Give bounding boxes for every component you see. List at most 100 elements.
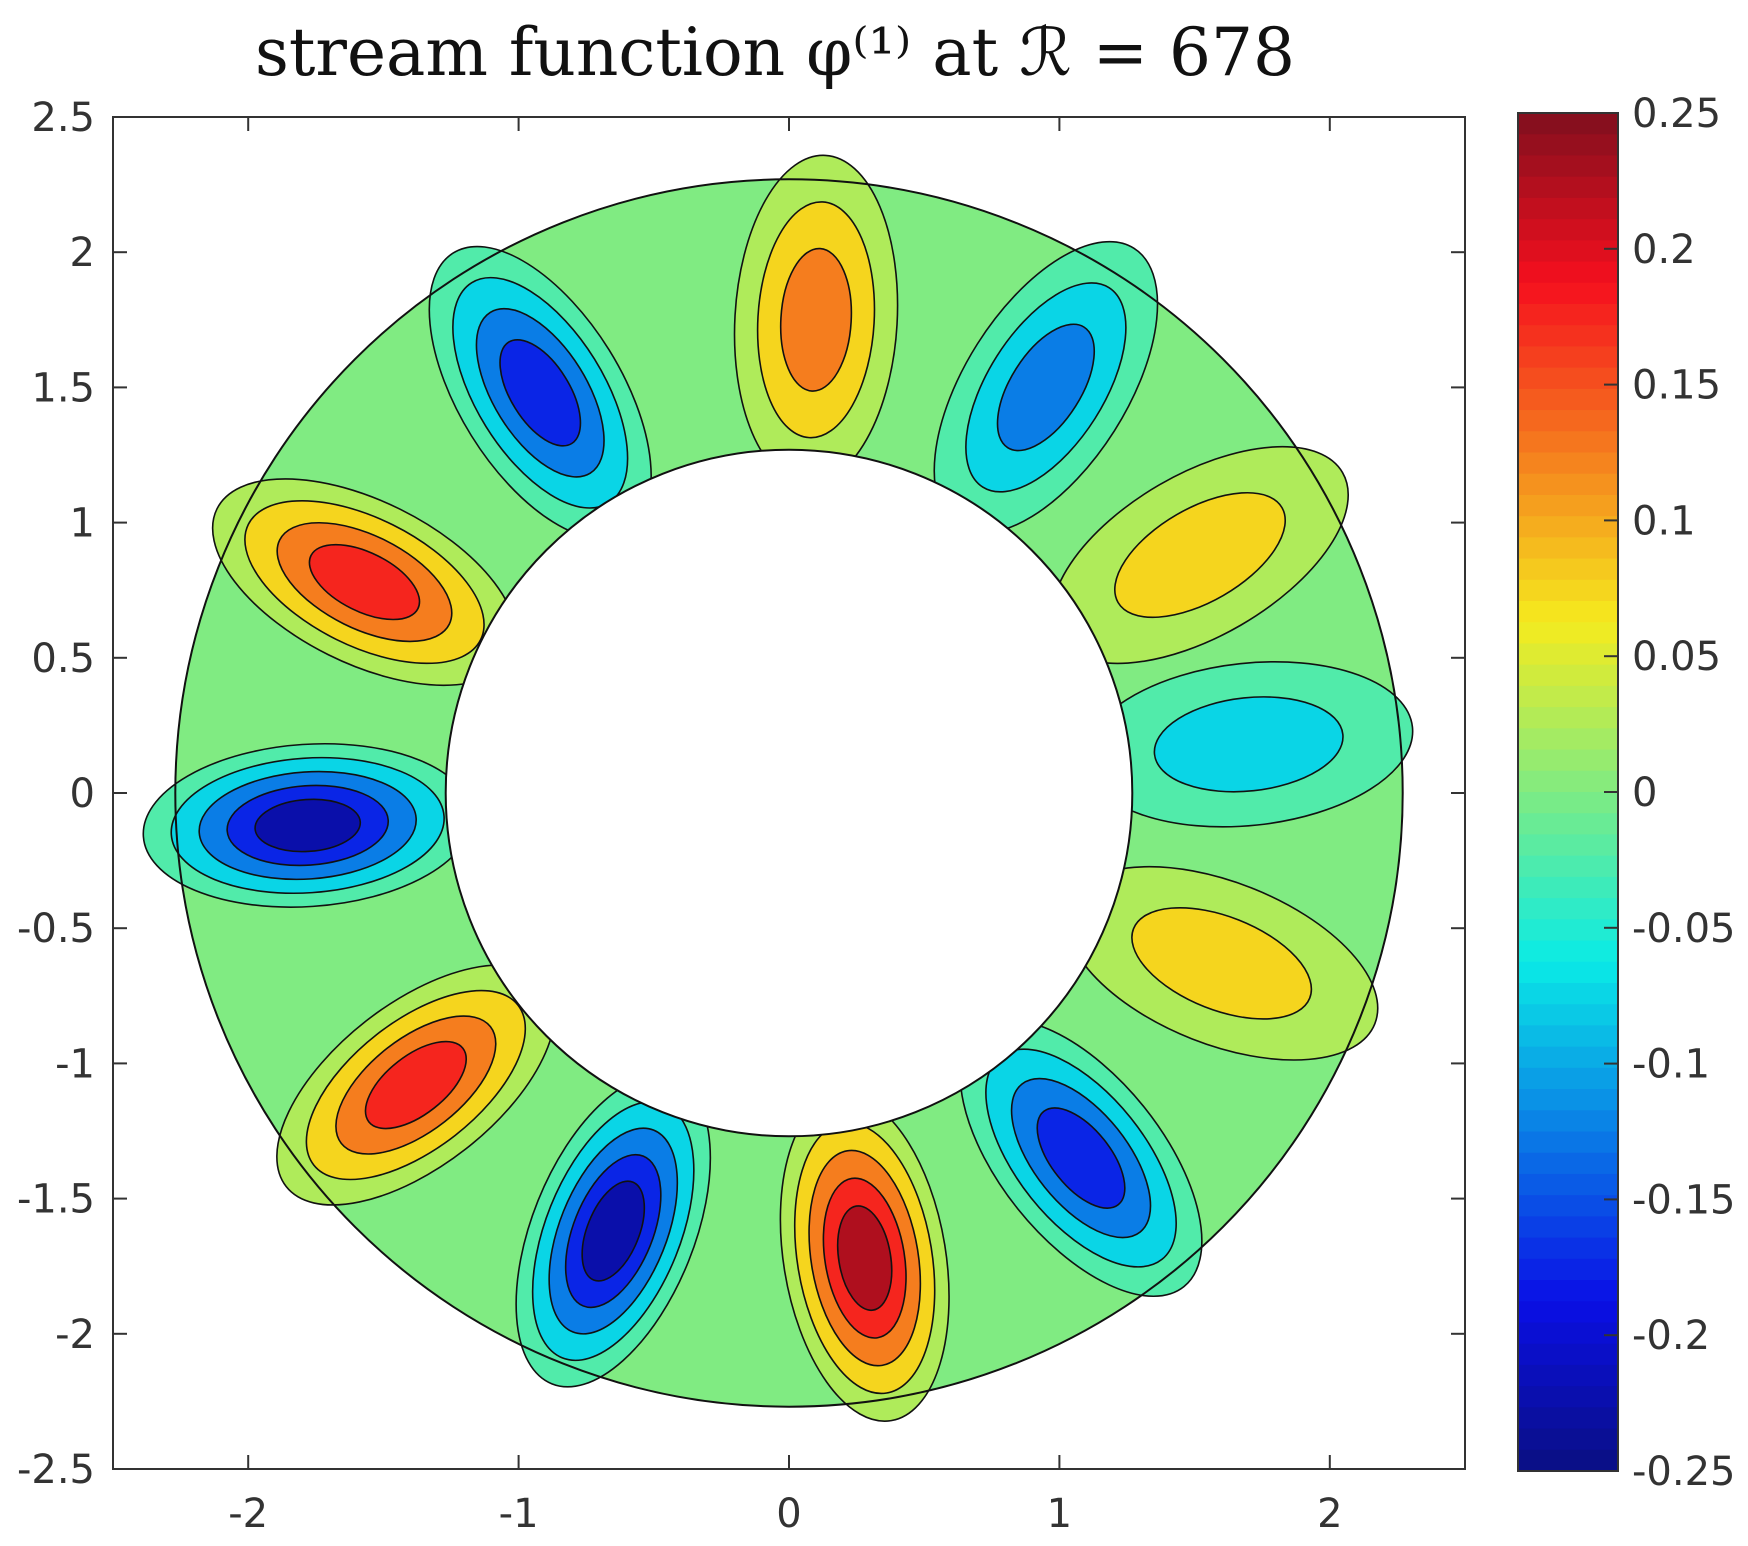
colorbar-band <box>1518 367 1618 390</box>
vortex-3 <box>933 240 1159 534</box>
y-tick-label: 1 <box>70 501 95 547</box>
y-tick-label: -1.5 <box>17 1177 95 1223</box>
colorbar: 0.25 0.2 0.15 0.1 0.05 0 -0.05 -0.1 -0.15 -0.2 -0.… <box>1517 91 1736 1495</box>
colorbar-band <box>1518 282 1618 305</box>
colorbar-tick-label: 0.05 <box>1632 634 1721 680</box>
colorbar-band <box>1518 473 1618 496</box>
colorbar-band <box>1518 303 1618 327</box>
x-tick-label: 1 <box>1047 1491 1072 1537</box>
contour-level-band <box>836 1205 893 1312</box>
contour-level-band <box>1113 491 1287 619</box>
colorbar-tick-label: 0.1 <box>1632 498 1696 544</box>
contour-level-band <box>1036 1107 1126 1209</box>
colorbar-band <box>1518 792 1618 815</box>
colorbar-band <box>1518 834 1618 857</box>
colorbar-tick-label: -0.05 <box>1632 906 1736 952</box>
plot-area: -2 -1 0 1 2 2.5 2 1.5 1 0.5 0 -0.5 -1 -1.5 -2 -2.5 <box>17 95 1466 1537</box>
x-tick-label: 0 <box>776 1491 801 1537</box>
colorbar-tick-label: -0.25 <box>1632 1449 1736 1495</box>
colorbar-band <box>1518 155 1618 178</box>
x-tick-label: -2 <box>228 1491 268 1537</box>
colorbar-band <box>1518 643 1618 666</box>
chart-title: stream function φ⁽¹⁾ at ℛ = 678 <box>255 14 1295 91</box>
y-tick-label: 0 <box>70 771 95 817</box>
colorbar-band <box>1518 982 1618 1006</box>
contour-level-band <box>499 338 582 447</box>
x-tick-label: -1 <box>499 1491 539 1537</box>
colorbar-gradient <box>1518 113 1618 1472</box>
y-tick-label: -1 <box>55 1041 95 1087</box>
colorbar-band <box>1518 876 1618 900</box>
colorbar-band <box>1518 813 1618 836</box>
colorbar-band <box>1518 1449 1618 1472</box>
y-tick-label: 1.5 <box>31 365 95 411</box>
colorbar-band <box>1518 452 1618 475</box>
colorbar-band <box>1518 1195 1618 1218</box>
colorbar-tick-label: 0.25 <box>1632 91 1721 137</box>
outer-boundary <box>174 178 1404 1408</box>
colorbar-band <box>1518 261 1618 284</box>
colorbar-tick-label: 0.15 <box>1632 363 1721 409</box>
y-tick-label: 2.5 <box>31 95 95 141</box>
vortex-11 <box>142 742 473 908</box>
colorbar-band <box>1518 1428 1618 1451</box>
colorbar-band <box>1518 1258 1618 1282</box>
colorbar-band <box>1518 919 1618 942</box>
inner-boundary <box>444 448 1134 1138</box>
colorbar-band <box>1518 1322 1618 1345</box>
colorbar-tick-label: 0.2 <box>1632 227 1696 273</box>
colorbar-band <box>1518 240 1618 263</box>
colorbar-band <box>1518 176 1618 199</box>
x-axis-tick-labels: -2 -1 0 1 2 <box>228 1491 1342 1537</box>
colorbar-tick-labels: 0.25 0.2 0.15 0.1 0.05 0 -0.05 -0.1 -0.15 -0.2 -0.… <box>1632 91 1736 1495</box>
colorbar-tick-label: -0.15 <box>1632 1177 1736 1223</box>
axis-ticks <box>113 116 1465 1470</box>
colorbar-band <box>1518 431 1618 454</box>
colorbar-band <box>1518 1364 1618 1388</box>
contour-level-band <box>254 798 362 853</box>
colorbar-band <box>1518 1131 1618 1154</box>
y-tick-label: 2 <box>70 230 95 276</box>
y-tick-label: 0.5 <box>31 636 95 682</box>
contour-level-band <box>1153 696 1344 793</box>
contour-level-band <box>996 323 1096 452</box>
colorbar-band <box>1518 219 1618 242</box>
colorbar-tick-label: -0.1 <box>1632 1042 1710 1088</box>
colorbar-band <box>1518 898 1618 921</box>
colorbar-band <box>1518 113 1618 136</box>
colorbar-tick-label: 0 <box>1632 770 1657 816</box>
colorbar-band <box>1518 961 1618 984</box>
contour-level-band <box>308 543 421 621</box>
y-tick-label: -2 <box>55 1312 95 1358</box>
vortex-12 <box>211 478 518 687</box>
colorbar-band <box>1518 494 1618 518</box>
colorbar-band <box>1518 1004 1618 1027</box>
colorbar-band <box>1518 1025 1618 1048</box>
colorbar-band <box>1518 707 1618 730</box>
colorbar-band <box>1518 134 1618 157</box>
contour-level-band <box>364 1040 468 1130</box>
vortex-6 <box>1064 865 1379 1061</box>
colorbar-band <box>1518 685 1618 709</box>
y-tick-label: -0.5 <box>17 906 95 952</box>
colorbar-band <box>1518 1173 1618 1197</box>
vortex-7 <box>959 1019 1203 1298</box>
colorbar-band <box>1518 1089 1618 1112</box>
colorbar-band <box>1518 1280 1618 1303</box>
colorbar-band <box>1518 940 1618 963</box>
vortex-2 <box>733 154 899 486</box>
y-axis-tick-labels: 2.5 2 1.5 1 0.5 0 -0.5 -1 -1.5 -2 -2.5 <box>17 95 95 1493</box>
colorbar-band <box>1518 388 1618 412</box>
contour-level-band <box>1131 906 1313 1020</box>
colorbar-band <box>1518 1067 1618 1091</box>
colorbar-band <box>1518 1386 1618 1409</box>
colorbar-band <box>1518 346 1618 369</box>
vortex-5 <box>1083 661 1414 828</box>
colorbar-band <box>1518 558 1618 581</box>
colorbar-band <box>1518 410 1618 433</box>
vortex-8 <box>779 1094 950 1422</box>
colorbar-band <box>1518 1110 1618 1133</box>
colorbar-band <box>1518 197 1618 221</box>
contour-level-band <box>779 247 853 392</box>
